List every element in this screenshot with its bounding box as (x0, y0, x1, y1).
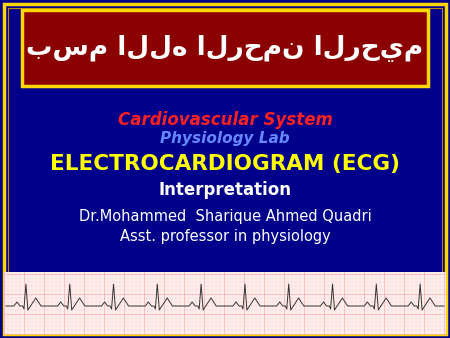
Text: بسم الله الرحمن الرحيم: بسم الله الرحمن الرحيم (27, 34, 423, 62)
Bar (22, 10, 428, 86)
Text: Interpretation: Interpretation (158, 181, 292, 199)
Text: Cardiovascular System: Cardiovascular System (117, 111, 333, 129)
Text: Asst. professor in physiology: Asst. professor in physiology (120, 230, 330, 244)
Bar (4, 272, 446, 334)
Text: Physiology Lab: Physiology Lab (160, 131, 290, 146)
Text: ELECTROCARDIOGRAM (ECG): ELECTROCARDIOGRAM (ECG) (50, 154, 400, 174)
Text: Dr.Mohammed  Sharique Ahmed Quadri: Dr.Mohammed Sharique Ahmed Quadri (79, 209, 371, 223)
